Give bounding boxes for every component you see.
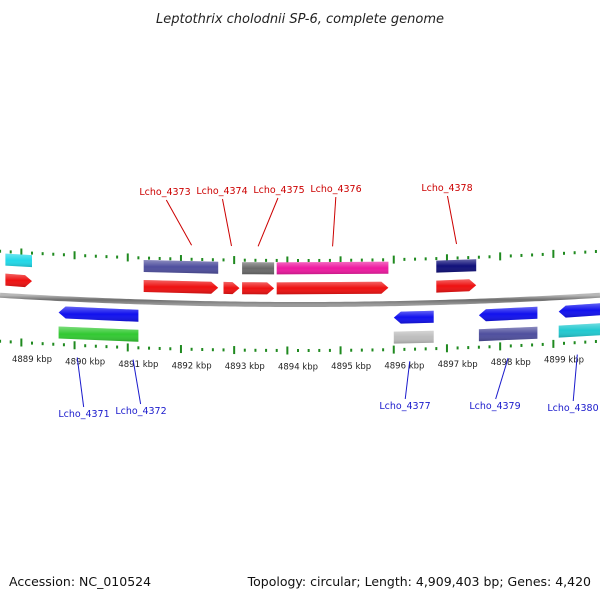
gene-label-bottom[interactable]: Lcho_4372: [115, 406, 166, 417]
map-title: Leptothrix cholodnii SP-6, complete geno…: [156, 12, 444, 27]
label-leader: [495, 357, 509, 400]
gene-label-top[interactable]: Lcho_4376: [310, 184, 361, 195]
gene-feature-shading: [478, 306, 538, 322]
gene-label-top[interactable]: Lcho_4378: [421, 183, 472, 194]
label-leader: [76, 357, 85, 408]
gene-label-bottom[interactable]: Lcho_4377: [379, 401, 430, 412]
gene-label-bottom[interactable]: Lcho_4371: [58, 409, 109, 420]
tick-label: 4891 kbp: [118, 360, 158, 370]
tick-label: 4897 kbp: [438, 360, 478, 370]
label-leader: [257, 197, 279, 247]
accession-text: Accession: NC_010524: [9, 574, 151, 589]
ticks-bottom: [0, 338, 597, 355]
gene-feature-shading: [242, 282, 275, 295]
gene-feature-shading: [436, 259, 477, 273]
gene-feature-shading: [143, 280, 219, 294]
label-leader: [446, 195, 458, 245]
gene-feature-shading: [58, 306, 139, 322]
genome-backbone: [0, 292, 600, 307]
gene-label-top[interactable]: Lcho_4373: [139, 187, 190, 198]
gene-feature-shading: [276, 261, 389, 275]
tick-label: 4898 kbp: [491, 358, 531, 368]
gene-label-bottom[interactable]: Lcho_4379: [469, 401, 520, 412]
gene-feature-shading: [242, 262, 275, 275]
tick-labels: 4889 kbp 4890 kbp 4891 kbp 4892 kbp 4893 kbp…: [12, 355, 584, 372]
tick-label: 4890 kbp: [65, 358, 105, 368]
gene-feature-shading: [478, 326, 538, 342]
label-leader: [221, 198, 232, 247]
label-leader: [132, 359, 142, 405]
gene-feature-shading: [5, 253, 33, 268]
gene-feature-shading: [5, 273, 33, 288]
gene-feature-shading: [558, 303, 600, 318]
gene-feature-shading: [558, 323, 600, 338]
tick-label: 4894 kbp: [278, 362, 318, 372]
label-leader: [572, 354, 578, 402]
label-leader: [404, 361, 411, 400]
tick-label: 4892 kbp: [172, 361, 212, 371]
gene-label-bottom[interactable]: Lcho_4380: [547, 403, 598, 414]
gene-feature-shading: [143, 260, 219, 274]
gene-feature-shading: [436, 279, 477, 293]
gene-label-top[interactable]: Lcho_4374: [196, 186, 247, 197]
label-leader: [165, 199, 193, 246]
ticks-top: [0, 248, 597, 265]
gene-feature-shading: [393, 330, 434, 344]
tick-label: 4893 kbp: [225, 362, 265, 372]
gene-feature-shading: [393, 310, 434, 324]
gene-feature-shading: [58, 326, 139, 342]
tick-label: 4889 kbp: [12, 355, 52, 365]
gene-label-top[interactable]: Lcho_4375: [253, 185, 304, 196]
gene-feature-shading: [276, 281, 389, 295]
topology-summary: Topology: circular; Length: 4,909,403 bp…: [247, 574, 591, 589]
feature-layer: [5, 253, 600, 344]
tick-label: 4895 kbp: [331, 362, 371, 372]
gene-labels: Lcho_4373 Lcho_4374 Lcho_4375 Lcho_4376 Lcho…: [58, 183, 598, 420]
label-leader: [332, 196, 337, 247]
tick-label: 4899 kbp: [544, 355, 584, 365]
tick-label: 4896 kbp: [384, 361, 424, 371]
gene-feature-shading: [223, 281, 240, 295]
